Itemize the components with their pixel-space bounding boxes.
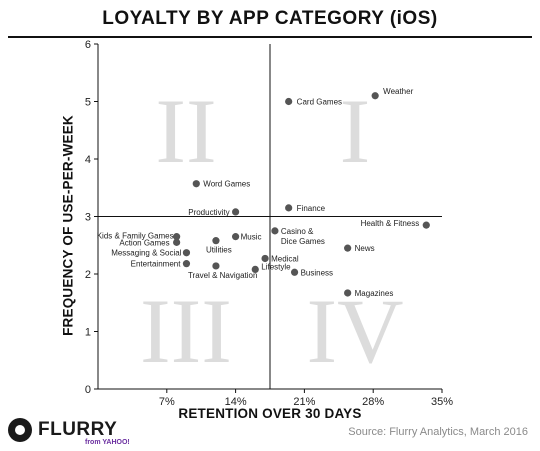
y-tick-label: 2 (85, 269, 91, 281)
y-tick-label: 4 (85, 154, 91, 166)
x-tick-label: 35% (431, 396, 453, 408)
logo-subtitle: from YAHOO! (85, 439, 130, 446)
y-axis-label: FREQUENCY OF USE-PER-WEEK (60, 115, 76, 336)
point-label: Word Games (203, 180, 250, 189)
x-tick-label: 21% (293, 396, 315, 408)
quadrant-label-3: III (140, 280, 232, 382)
point-label: Business (301, 268, 333, 277)
data-point (232, 233, 240, 241)
source-note: Source: Flurry Analytics, March 2016 (348, 426, 528, 438)
point-label: Dice Games (281, 237, 325, 246)
data-point (212, 262, 220, 270)
point-label: Medical (271, 254, 299, 263)
data-point (285, 204, 293, 212)
y-tick-label: 5 (85, 97, 91, 109)
point-label: Action Games (119, 238, 169, 247)
point-label: Music (241, 233, 262, 242)
point-label: Kids & Family Games (97, 232, 174, 241)
chart-title: LOYALTY BY APP CATEGORY (iOS) (102, 8, 438, 29)
data-point (261, 254, 269, 263)
data-point (182, 260, 191, 268)
point-label: Finance (297, 204, 326, 213)
data-point (285, 97, 293, 106)
flurry-logo-icon (8, 418, 32, 442)
y-tick-label: 3 (85, 212, 91, 224)
point-label: Health & Fitness (361, 219, 420, 228)
data-point (182, 249, 191, 257)
point-label: Utilities (206, 246, 232, 255)
point-label: Card Games (297, 98, 342, 107)
data-point (344, 244, 352, 252)
data-point (251, 265, 259, 273)
data-point (192, 180, 200, 188)
data-point (173, 238, 181, 246)
point-label: Entertainment (131, 260, 182, 269)
title-divider (8, 36, 532, 38)
quadrant-label-2: II (155, 80, 216, 182)
point-label: Productivity (188, 208, 229, 217)
data-point (371, 92, 379, 100)
x-tick-label: 7% (159, 396, 175, 408)
y-tick-label: 6 (85, 39, 91, 51)
flurry-logo: FLURRY from YAHOO! (8, 416, 138, 446)
quadrant-label-4: IV (306, 280, 403, 382)
y-tick-label: 0 (85, 384, 91, 396)
point-label: Messaging & Social (111, 249, 181, 258)
point-label: Travel & Navigation (188, 271, 258, 280)
quadrant-label-1: I (340, 80, 371, 182)
point-label: Weather (383, 87, 413, 96)
data-point (422, 221, 430, 229)
point-label: Casino & (281, 227, 314, 236)
data-point (173, 233, 181, 241)
data-point (344, 289, 352, 297)
x-tick-label: 28% (362, 396, 384, 408)
data-point (271, 227, 279, 235)
x-axis-label: RETENTION OVER 30 DAYS (178, 406, 362, 421)
y-tick-label: 1 (85, 327, 91, 339)
logo-wordmark: FLURRY (38, 419, 118, 440)
data-point (290, 268, 299, 276)
point-label: News (355, 244, 375, 253)
data-point (232, 208, 240, 216)
x-tick-label: 14% (225, 396, 247, 408)
point-label: Lifestyle (261, 262, 291, 271)
data-point (212, 237, 220, 245)
point-label: Magazines (355, 289, 394, 298)
